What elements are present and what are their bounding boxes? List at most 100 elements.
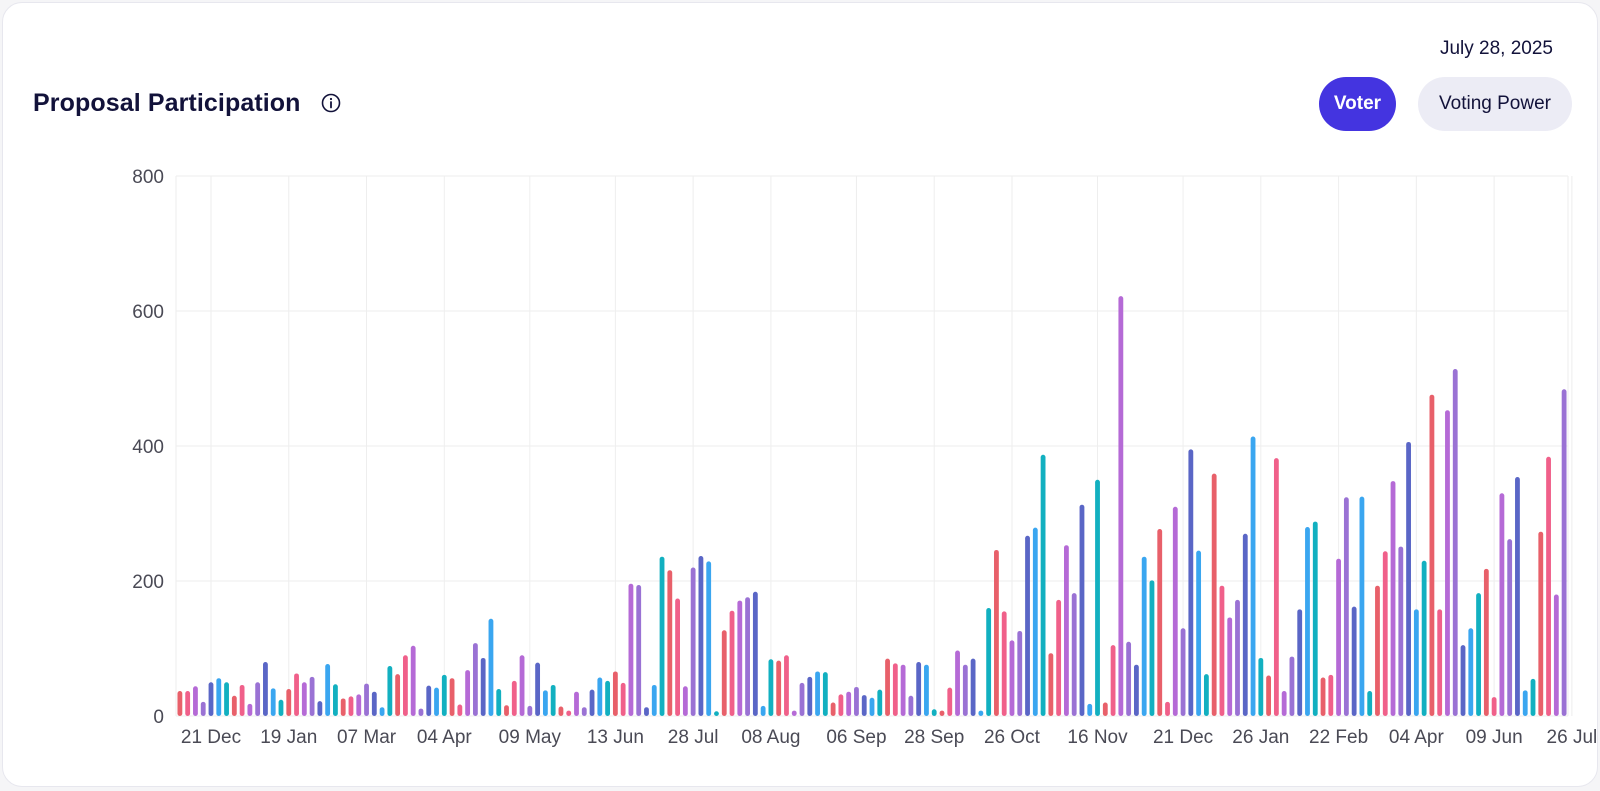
bar[interactable] xyxy=(1522,690,1528,716)
bar[interactable] xyxy=(457,704,463,716)
bar[interactable] xyxy=(667,570,673,716)
bar[interactable] xyxy=(1351,606,1357,716)
bar[interactable] xyxy=(410,645,416,716)
bar[interactable] xyxy=(1064,545,1069,716)
bar[interactable] xyxy=(612,671,618,716)
bar[interactable] xyxy=(239,684,245,716)
bar[interactable] xyxy=(1258,657,1264,716)
bar[interactable] xyxy=(426,685,432,716)
bar[interactable] xyxy=(566,710,572,716)
bar[interactable] xyxy=(706,561,712,716)
bar[interactable] xyxy=(1219,585,1225,716)
bar[interactable] xyxy=(1413,609,1419,716)
bar[interactable] xyxy=(1429,394,1435,716)
voting-power-toggle-button[interactable]: Voting Power xyxy=(1418,77,1572,131)
bar[interactable] xyxy=(1056,599,1062,716)
bar[interactable] xyxy=(1561,389,1567,716)
bar[interactable] xyxy=(1118,296,1124,716)
bar[interactable] xyxy=(558,706,564,716)
bar[interactable] xyxy=(286,689,292,716)
bar[interactable] xyxy=(480,657,486,716)
bar[interactable] xyxy=(1266,675,1272,717)
bar[interactable] xyxy=(1110,645,1116,716)
bar[interactable] xyxy=(527,705,533,716)
bar[interactable] xyxy=(869,697,875,716)
bar[interactable] xyxy=(861,695,867,716)
bar[interactable] xyxy=(955,650,960,716)
bar[interactable] xyxy=(1390,481,1396,716)
bar[interactable] xyxy=(807,676,813,716)
bar[interactable] xyxy=(1515,477,1520,716)
bar[interactable] xyxy=(962,664,968,716)
bar[interactable] xyxy=(1382,551,1388,716)
bar[interactable] xyxy=(1025,535,1030,716)
bar[interactable] xyxy=(721,630,727,716)
bar[interactable] xyxy=(1297,609,1303,716)
bar[interactable] xyxy=(1437,609,1443,716)
bar[interactable] xyxy=(589,689,595,716)
bar[interactable] xyxy=(301,682,307,716)
bar[interactable] xyxy=(231,695,237,716)
bar[interactable] xyxy=(1336,558,1342,716)
bar[interactable] xyxy=(472,643,478,716)
bar[interactable] xyxy=(434,687,439,716)
bar[interactable] xyxy=(994,549,999,716)
bar[interactable] xyxy=(542,690,548,716)
bar[interactable] xyxy=(1375,585,1380,716)
bar[interactable] xyxy=(1149,580,1155,716)
info-circle-icon[interactable] xyxy=(321,93,341,113)
bar[interactable] xyxy=(799,682,805,716)
bar[interactable] xyxy=(1211,473,1217,716)
bar[interactable] xyxy=(309,676,315,716)
bar[interactable] xyxy=(247,703,253,716)
bar[interactable] xyxy=(340,698,346,716)
bar[interactable] xyxy=(597,677,603,716)
bar[interactable] xyxy=(892,663,898,716)
bar[interactable] xyxy=(519,655,525,716)
bar[interactable] xyxy=(504,705,509,716)
bar[interactable] xyxy=(270,688,276,716)
bar[interactable] xyxy=(1483,568,1489,716)
bar[interactable] xyxy=(885,658,890,716)
bar[interactable] xyxy=(830,702,836,717)
bar[interactable] xyxy=(325,664,331,716)
bar[interactable] xyxy=(1071,593,1077,716)
bar[interactable] xyxy=(371,691,377,716)
bar[interactable] xyxy=(1157,529,1163,716)
bar[interactable] xyxy=(1530,678,1536,716)
bar[interactable] xyxy=(1242,533,1248,716)
bar[interactable] xyxy=(1172,506,1178,716)
bar[interactable] xyxy=(978,710,984,716)
bar[interactable] xyxy=(970,658,976,716)
bar[interactable] xyxy=(395,674,401,716)
bar[interactable] xyxy=(931,709,937,716)
bar[interactable] xyxy=(488,618,494,716)
voter-toggle-button[interactable]: Voter xyxy=(1319,77,1396,131)
bar[interactable] xyxy=(745,597,750,716)
bar[interactable] xyxy=(1126,641,1132,716)
bar[interactable] xyxy=(1406,441,1411,716)
bar[interactable] xyxy=(1305,527,1310,716)
bar[interactable] xyxy=(535,662,541,716)
bar[interactable] xyxy=(877,689,883,716)
bar[interactable] xyxy=(1538,531,1544,716)
bar[interactable] xyxy=(900,664,906,716)
bar[interactable] xyxy=(776,660,782,716)
bar[interactable] xyxy=(1133,664,1139,716)
bar[interactable] xyxy=(1367,691,1373,716)
bar[interactable] xyxy=(620,682,626,716)
bar[interactable] xyxy=(550,684,556,716)
bar[interactable] xyxy=(333,684,338,716)
bar[interactable] xyxy=(986,608,992,716)
bar[interactable] xyxy=(1032,527,1038,716)
bar[interactable] xyxy=(1227,617,1233,716)
bar[interactable] xyxy=(1328,674,1334,716)
bar[interactable] xyxy=(200,701,206,716)
bar[interactable] xyxy=(1476,593,1481,716)
bar[interactable] xyxy=(1553,594,1559,717)
bar[interactable] xyxy=(1040,454,1046,716)
bar[interactable] xyxy=(947,687,953,716)
bar[interactable] xyxy=(581,707,587,716)
bar[interactable] xyxy=(1468,628,1474,716)
bar[interactable] xyxy=(729,610,735,716)
